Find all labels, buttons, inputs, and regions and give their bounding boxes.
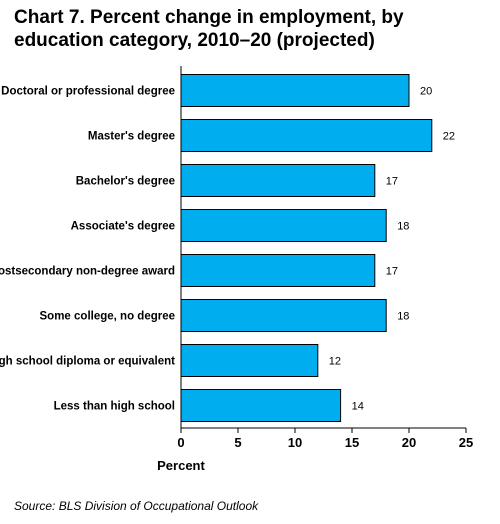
bar	[180, 164, 376, 197]
category-label: High school diploma or equivalent	[0, 356, 175, 368]
bar	[180, 299, 387, 332]
x-axis: 0 5 10 15 20 25	[177, 66, 473, 450]
x-tick-label: 10	[288, 435, 302, 450]
source-note: Source: BLS Division of Occupational Out…	[14, 499, 259, 513]
data-label: 18	[397, 221, 409, 233]
data-label: 18	[397, 311, 409, 323]
category-label: Less than high school	[54, 401, 175, 413]
data-label: 22	[443, 131, 455, 143]
bar	[180, 209, 387, 242]
category-label: Associate's degree	[71, 221, 175, 233]
x-tick-label: 15	[345, 435, 359, 450]
data-label: 17	[386, 176, 398, 188]
category-label: Postsecondary non-degree award	[0, 266, 175, 278]
bar	[180, 254, 376, 287]
bars-layer: Doctoral or professional degree 20 Master'…	[0, 74, 455, 422]
bar	[180, 74, 410, 107]
bar	[180, 119, 433, 152]
data-label: 12	[329, 356, 341, 368]
x-tick-label: 5	[234, 435, 241, 450]
data-label: 14	[352, 401, 364, 413]
x-axis-label: Percent	[157, 458, 205, 473]
data-label: 20	[420, 86, 432, 98]
category-label: Some college, no degree	[40, 311, 175, 323]
bar	[180, 344, 319, 377]
category-label: Doctoral or professional degree	[1, 86, 175, 98]
category-label: Master's degree	[88, 131, 175, 143]
x-tick-label: 20	[402, 435, 416, 450]
x-tick-label: 25	[459, 435, 473, 450]
category-label: Bachelor's degree	[76, 176, 175, 188]
chart-title: Chart 7. Percent change in employment, b…	[14, 7, 404, 51]
x-tick-label: 0	[177, 435, 184, 450]
bar	[180, 389, 342, 422]
data-label: 17	[386, 266, 398, 278]
